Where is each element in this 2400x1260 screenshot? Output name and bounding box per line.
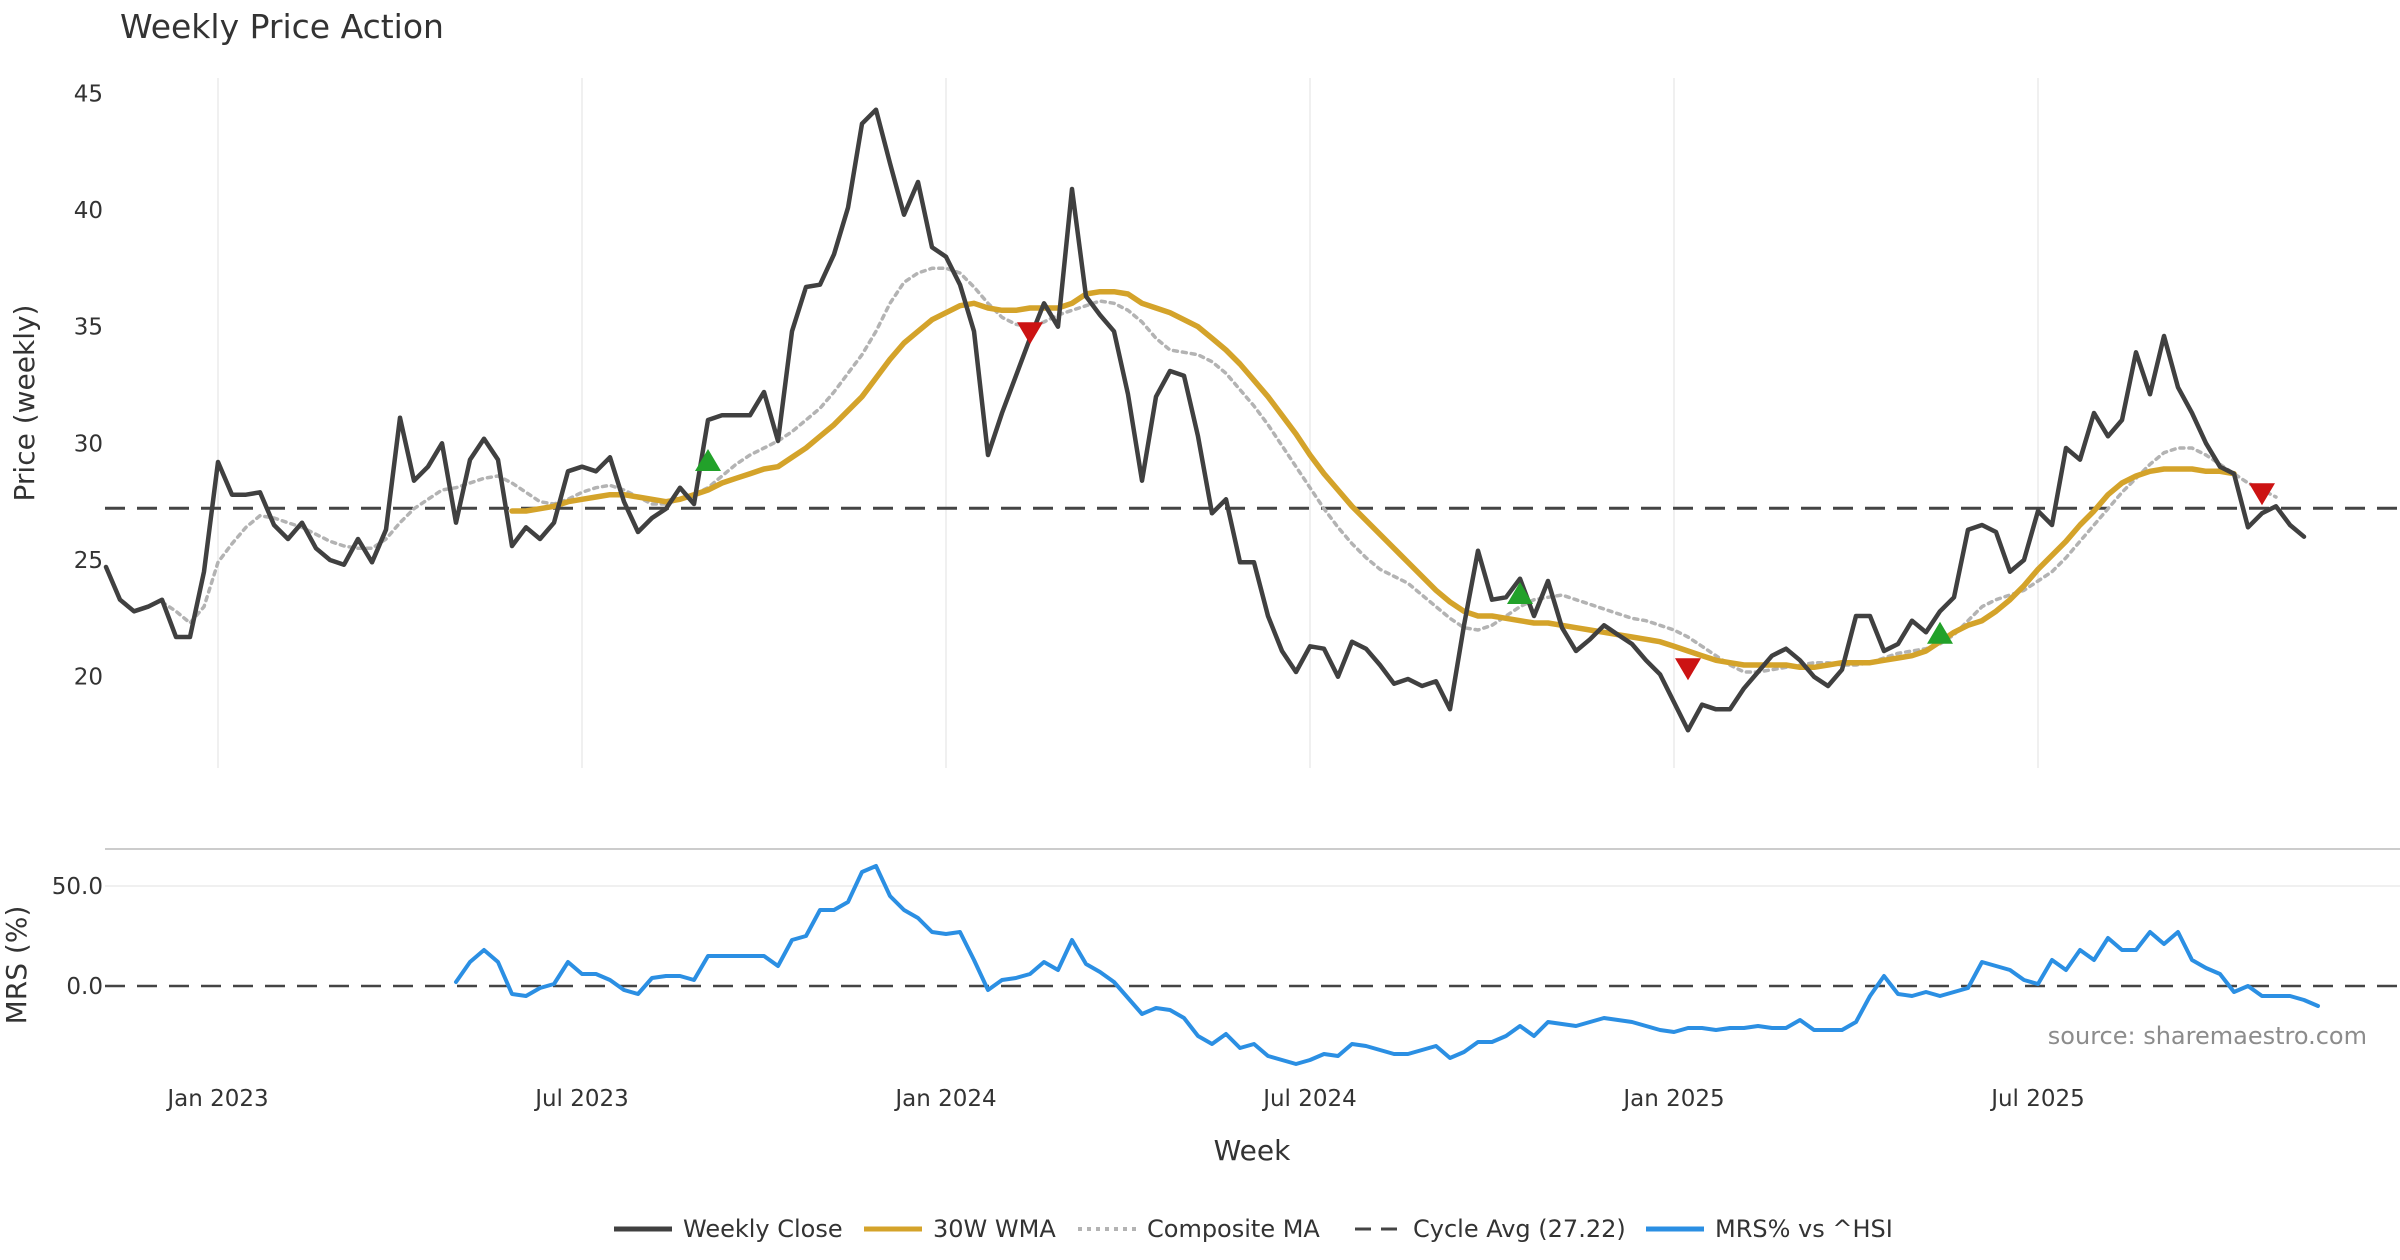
legend-label-30w-wma: 30W WMA [933,1215,1056,1243]
y-tick-label: 25 [74,548,103,574]
x-axis-label: Week [1214,1134,1291,1167]
x-tick-label: Jul 2024 [1261,1086,1357,1112]
weekly-close-line [103,107,2307,733]
legend-item-mrs: MRS% vs ^HSI [1646,1215,1893,1243]
chart-title: Weekly Price Action [120,7,444,46]
x-tick-label: Jul 2023 [533,1086,629,1112]
lower-y-axis-label: MRS (%) [0,906,33,1025]
lower-y-tick-label: 50.0 [52,874,103,900]
buy-signal-marker [1927,621,1953,644]
legend-label-mrs: MRS% vs ^HSI [1715,1215,1893,1243]
x-tick-labels: Jan 2023 Jul 2023 Jan 2024 Jul 2024 Jan 2025… [165,1086,2084,1112]
sell-signal-marker [1017,322,1043,345]
x-tick-label: Jul 2025 [1989,1086,2085,1112]
signal-markers [695,322,2275,681]
legend-label-weekly-close: Weekly Close [683,1215,843,1243]
y-tick-label: 40 [74,198,103,224]
upper-y-tick-labels: 20 25 30 35 40 45 [74,81,103,690]
sell-signal-marker [2249,483,2275,506]
legend: Weekly Close 30W WMA Composite MA Cycle … [614,1215,1893,1243]
y-axis-label: Price (weekly) [8,305,41,502]
legend-item-weekly-close: Weekly Close [614,1215,843,1243]
source-credit: source: sharemaestro.com [2048,1022,2367,1050]
lower-y-tick-label: 0.0 [66,974,103,1000]
buy-signal-marker [695,449,721,471]
x-tick-label: Jan 2024 [893,1086,996,1112]
mrs-line [454,864,2320,1066]
legend-item-30w-wma: 30W WMA [864,1215,1056,1243]
lower-y-tick-labels: 50.0 0.0 [52,874,103,1000]
upper-gridlines [217,78,2039,768]
sell-signal-marker [1675,658,1701,681]
y-tick-label: 30 [74,431,103,457]
x-tick-label: Jan 2025 [1621,1086,1724,1112]
y-tick-label: 45 [74,81,103,107]
legend-item-cycle-avg: Cycle Avg (27.22) [1355,1215,1626,1243]
legend-label-composite-ma: Composite MA [1147,1215,1320,1243]
y-tick-label: 20 [74,665,103,691]
legend-label-cycle-avg: Cycle Avg (27.22) [1413,1215,1626,1243]
composite-ma-line [160,266,2278,674]
series-layer [103,107,2320,1066]
x-tick-label: Jan 2023 [165,1086,268,1112]
buy-signal-marker [1507,582,1533,604]
legend-item-composite-ma: Composite MA [1078,1215,1320,1243]
y-tick-label: 35 [74,315,103,341]
